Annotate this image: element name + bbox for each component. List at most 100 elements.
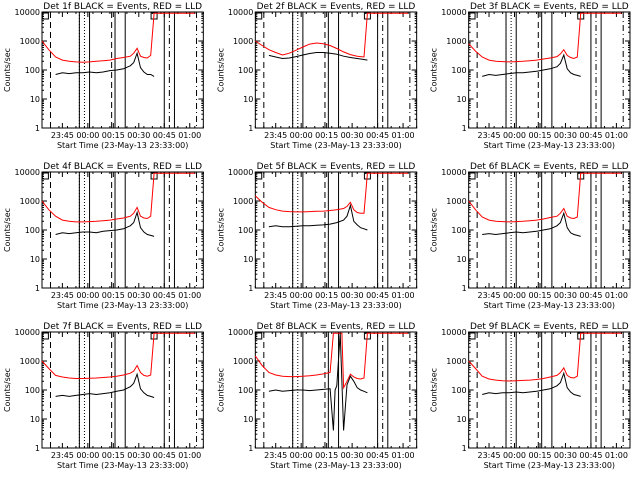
y-tick-label: 10000 (441, 8, 466, 17)
x-axis-label: Start Time (23-May-13 23:33:00) (270, 461, 401, 470)
y-axis-label: Counts/sec (430, 208, 439, 252)
x-tick-label: 00:30 (554, 291, 577, 300)
y-axis-label: Counts/sec (430, 368, 439, 412)
y-axis-label: Counts/sec (216, 208, 225, 252)
y-tick-label: 10 (456, 415, 466, 424)
attenuator-marker (41, 172, 49, 180)
y-axis-label: Counts/sec (3, 368, 12, 412)
chart-title: Det 1f BLACK = Events, RED = LLD (43, 2, 202, 12)
y-axis-label: Counts/sec (216, 48, 225, 92)
y-tick-label: 10 (243, 255, 253, 264)
chart-panel-4: Det 4f BLACK = Events, RED = LLD 1 10 100 10… (3, 162, 204, 310)
x-tick-label: 23:45 (478, 131, 501, 140)
y-tick-label: 1 (462, 124, 467, 133)
x-tick-label: 00:30 (341, 291, 364, 300)
x-tick-label: 00:00 (290, 131, 313, 140)
y-tick-label: 1000 (20, 197, 40, 206)
x-tick-label: 23:45 (264, 451, 287, 460)
y-tick-label: 10 (243, 95, 253, 104)
y-tick-label: 1000 (446, 197, 466, 206)
attenuator-marker (255, 12, 263, 20)
y-tick-label: 1 (462, 284, 467, 293)
x-tick-label: 01:00 (605, 291, 628, 300)
y-tick-label: 10 (30, 255, 40, 264)
attenuator-marker (255, 172, 263, 180)
x-tick-label: 23:45 (478, 291, 501, 300)
x-axis-label: Start Time (23-May-13 23:33:00) (484, 141, 615, 150)
x-tick-label: 00:00 (503, 131, 526, 140)
y-tick-label: 100 (25, 226, 40, 235)
y-tick-label: 10 (456, 95, 466, 104)
y-tick-label: 1000 (233, 357, 253, 366)
chart-panel-5: Det 5f BLACK = Events, RED = LLD 1 10 100 10… (216, 162, 418, 310)
series-events (482, 53, 581, 77)
y-tick-label: 10000 (228, 8, 253, 17)
y-tick-label: 1 (248, 124, 253, 133)
x-axis-label: Start Time (23-May-13 23:33:00) (57, 461, 188, 470)
y-tick-label: 1 (462, 444, 467, 453)
series-lld (41, 12, 195, 63)
x-axis-label: Start Time (23-May-13 23:33:00) (57, 141, 188, 150)
chart-panel-6: Det 6f BLACK = Events, RED = LLD 1 10 100 10… (430, 162, 631, 310)
y-tick-label: 10 (243, 415, 253, 424)
y-tick-label: 10000 (15, 328, 40, 337)
chart-title: Det 3f BLACK = Events, RED = LLD (470, 2, 629, 12)
x-tick-label: 01:00 (178, 131, 201, 140)
x-tick-label: 00:30 (127, 451, 150, 460)
series-lld (468, 12, 622, 63)
x-tick-label: 00:00 (76, 451, 99, 460)
series-lld (41, 172, 195, 223)
x-axis-label: Start Time (23-May-13 23:33:00) (484, 461, 615, 470)
x-tick-label: 01:00 (392, 131, 415, 140)
y-tick-label: 10 (456, 255, 466, 264)
x-tick-label: 00:15 (315, 451, 338, 460)
series-events (55, 210, 155, 237)
chart-panel-8: Det 8f BLACK = Events, RED = LLD 1 10 100 10… (216, 322, 418, 470)
attenuator-marker (468, 12, 476, 20)
x-tick-label: 23:45 (264, 131, 287, 140)
x-tick-label: 00:30 (341, 131, 364, 140)
attenuator-marker (468, 172, 476, 180)
y-tick-label: 100 (25, 386, 40, 395)
x-tick-label: 00:15 (102, 291, 125, 300)
y-tick-label: 100 (451, 226, 466, 235)
series-lld (254, 172, 409, 214)
chart-title: Det 6f BLACK = Events, RED = LLD (470, 162, 629, 172)
x-tick-label: 23:45 (478, 451, 501, 460)
y-axis-label: Counts/sec (3, 208, 12, 252)
x-tick-label: 00:00 (76, 291, 99, 300)
attenuator-marker (468, 332, 476, 340)
chart-panel-3: Det 3f BLACK = Events, RED = LLD 1 10 100 10… (430, 2, 631, 150)
y-axis-label: Counts/sec (3, 48, 12, 92)
series-lld (255, 12, 409, 58)
chart-title: Det 7f BLACK = Events, RED = LLD (43, 322, 202, 332)
x-tick-label: 23:45 (51, 291, 74, 300)
y-tick-label: 1 (35, 284, 40, 293)
series-events (268, 333, 368, 431)
x-tick-label: 00:45 (579, 291, 602, 300)
x-tick-label: 00:00 (290, 291, 313, 300)
y-tick-label: 1 (35, 444, 40, 453)
y-tick-label: 1000 (233, 197, 253, 206)
x-tick-label: 00:30 (341, 451, 364, 460)
x-tick-label: 01:00 (178, 291, 201, 300)
x-tick-label: 00:45 (153, 291, 176, 300)
y-axis-label: Counts/sec (430, 48, 439, 92)
x-tick-label: 00:45 (366, 451, 389, 460)
x-axis-label: Start Time (23-May-13 23:33:00) (484, 301, 615, 310)
x-tick-label: 00:15 (528, 131, 551, 140)
y-axis-label: Counts/sec (216, 368, 225, 412)
x-tick-label: 23:45 (51, 131, 74, 140)
y-tick-label: 10 (30, 95, 40, 104)
series-lld (468, 332, 622, 382)
x-axis-label: Start Time (23-May-13 23:33:00) (270, 141, 401, 150)
x-tick-label: 00:00 (503, 451, 526, 460)
x-tick-label: 00:15 (528, 451, 551, 460)
series-events (482, 211, 581, 237)
y-tick-label: 1000 (20, 357, 40, 366)
x-tick-label: 00:30 (554, 131, 577, 140)
x-tick-label: 00:15 (528, 291, 551, 300)
y-tick-label: 1000 (233, 37, 253, 46)
x-tick-label: 01:00 (178, 451, 201, 460)
